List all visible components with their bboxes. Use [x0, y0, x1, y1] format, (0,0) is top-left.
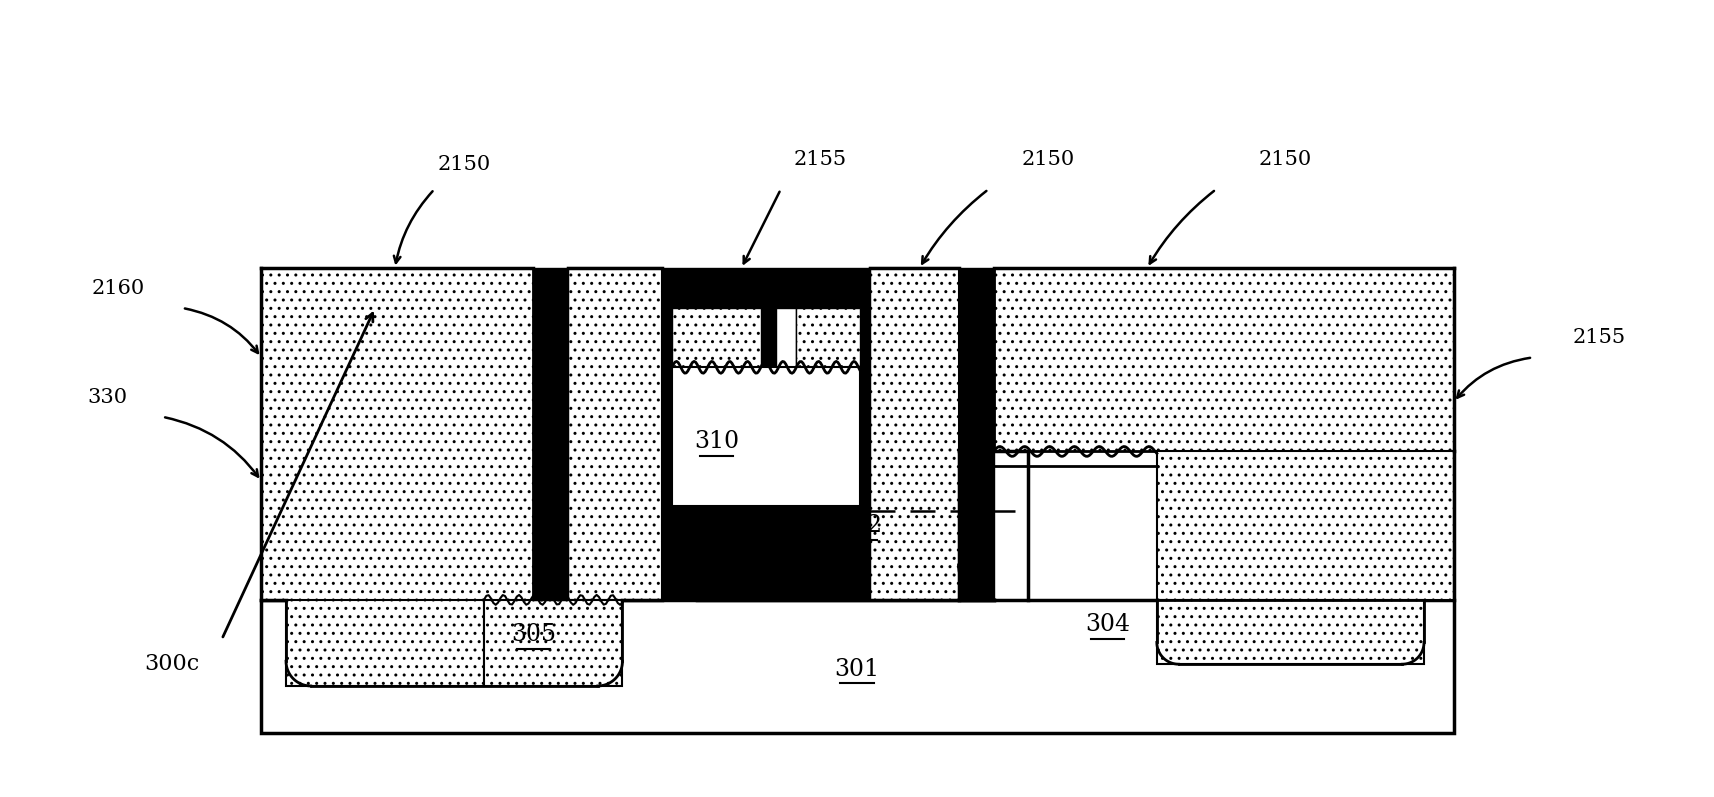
Text: 302: 302	[838, 514, 883, 537]
Text: 330: 330	[87, 387, 129, 406]
Text: 2160: 2160	[91, 279, 144, 297]
Bar	[1157, 451, 1453, 600]
Bar	[261, 600, 1453, 733]
Bar	[672, 308, 761, 367]
Text: 2155: 2155	[1572, 328, 1625, 347]
Text: 2150: 2150	[1258, 150, 1313, 169]
Bar	[776, 308, 795, 367]
Text: 310: 310	[694, 430, 739, 453]
Bar	[795, 308, 860, 367]
Text: 2155: 2155	[794, 150, 847, 169]
Text: 304: 304	[1085, 613, 1130, 636]
Bar	[483, 600, 622, 686]
Bar	[672, 367, 860, 506]
Text: 300c: 300c	[144, 654, 201, 675]
Bar	[1157, 600, 1424, 664]
Bar	[958, 269, 994, 600]
Bar	[261, 269, 533, 600]
Bar	[567, 269, 662, 600]
Text: 2150: 2150	[437, 155, 490, 174]
Bar	[533, 269, 567, 600]
Text: 305: 305	[511, 623, 555, 646]
Text: 301: 301	[835, 658, 879, 681]
Bar	[286, 600, 483, 686]
Bar	[994, 269, 1453, 451]
Text: 2150: 2150	[1022, 150, 1075, 169]
Bar	[871, 269, 958, 600]
Bar	[662, 269, 871, 600]
